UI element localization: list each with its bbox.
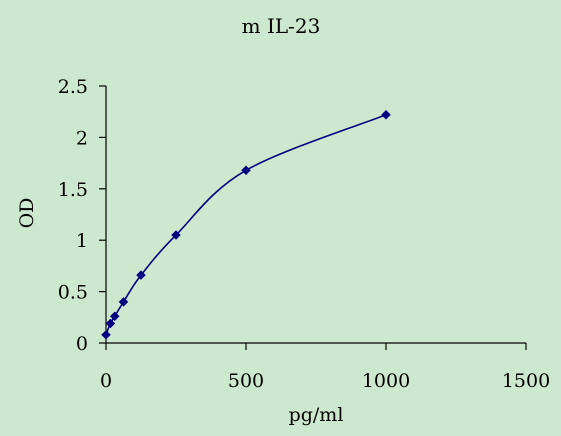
axes: 0 0.5 1 1.5 2 2.5 0 500 1000 1500 bbox=[58, 76, 550, 392]
data-point-marker bbox=[381, 109, 391, 120]
data-point-marker bbox=[109, 311, 120, 322]
x-tick-label: 0 bbox=[100, 370, 112, 392]
data-point-marker bbox=[118, 297, 129, 307]
y-tick-label: 1 bbox=[76, 230, 88, 252]
data-point-marker bbox=[171, 230, 181, 240]
data-points bbox=[101, 109, 391, 340]
fitted-curve-line bbox=[105, 114, 387, 336]
chart-title: m IL-23 bbox=[242, 14, 321, 38]
fitted-curve bbox=[105, 114, 387, 336]
y-tick-label: 0 bbox=[76, 333, 88, 355]
y-axis-label: OD bbox=[16, 198, 38, 229]
x-tick-label: 500 bbox=[228, 370, 264, 392]
y-tick-label: 1.5 bbox=[58, 179, 88, 201]
y-tick-label: 2 bbox=[76, 127, 88, 149]
x-tick-label: 1500 bbox=[502, 370, 550, 392]
y-tick-label: 0.5 bbox=[58, 282, 88, 304]
data-point-marker bbox=[136, 270, 146, 281]
data-point-marker bbox=[241, 165, 251, 176]
x-tick-label: 1000 bbox=[362, 370, 410, 392]
data-point-marker bbox=[105, 318, 116, 329]
data-point-marker bbox=[101, 329, 111, 340]
x-axis-label: pg/ml bbox=[289, 404, 344, 426]
y-tick-label: 2.5 bbox=[58, 76, 88, 98]
